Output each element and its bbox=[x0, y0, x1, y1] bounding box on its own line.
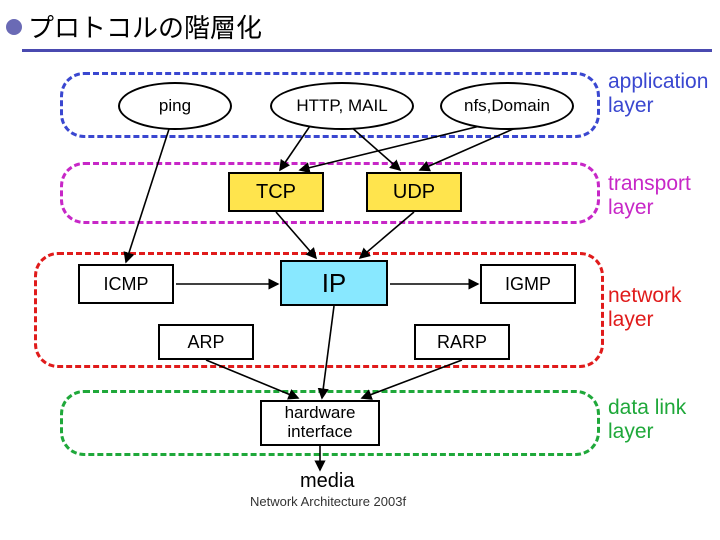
protocol-diagram: ping HTTP, MAIL nfs,Domain TCP UDP ICMP … bbox=[0, 52, 720, 532]
hw-line1: hardware bbox=[285, 403, 356, 422]
transport-layer-box bbox=[60, 162, 600, 224]
media-label: media bbox=[300, 470, 354, 493]
igmp-label: IGMP bbox=[505, 274, 551, 295]
datalink-layer-label: data linklayer bbox=[608, 396, 686, 444]
rarp-box: RARP bbox=[414, 324, 510, 360]
http-label: HTTP, MAIL bbox=[296, 96, 387, 116]
http-mail-ellipse: HTTP, MAIL bbox=[270, 82, 414, 130]
ping-label: ping bbox=[159, 96, 191, 116]
ping-ellipse: ping bbox=[118, 82, 232, 130]
application-layer-label: applicationlayer bbox=[608, 70, 708, 118]
page-title: プロトコルの階層化 bbox=[28, 8, 262, 45]
ip-label: IP bbox=[322, 268, 347, 299]
nfs-label: nfs,Domain bbox=[464, 96, 550, 116]
tcp-label: TCP bbox=[256, 181, 296, 204]
icmp-label: ICMP bbox=[104, 274, 149, 295]
hw-line2: interface bbox=[287, 422, 352, 441]
arp-box: ARP bbox=[158, 324, 254, 360]
ip-box: IP bbox=[280, 260, 388, 306]
udp-box: UDP bbox=[366, 172, 462, 212]
nfs-domain-ellipse: nfs,Domain bbox=[440, 82, 574, 130]
icmp-box: ICMP bbox=[78, 264, 174, 304]
tcp-box: TCP bbox=[228, 172, 324, 212]
udp-label: UDP bbox=[393, 181, 435, 204]
igmp-box: IGMP bbox=[480, 264, 576, 304]
hardware-interface-box: hardware interface bbox=[260, 400, 380, 446]
transport-layer-label: transportlayer bbox=[608, 172, 691, 220]
rarp-label: RARP bbox=[437, 332, 487, 353]
footer-text: Network Architecture 2003f bbox=[250, 494, 406, 509]
title-bullet bbox=[6, 19, 22, 35]
network-layer-label: networklayer bbox=[608, 284, 682, 332]
arp-label: ARP bbox=[187, 332, 224, 353]
